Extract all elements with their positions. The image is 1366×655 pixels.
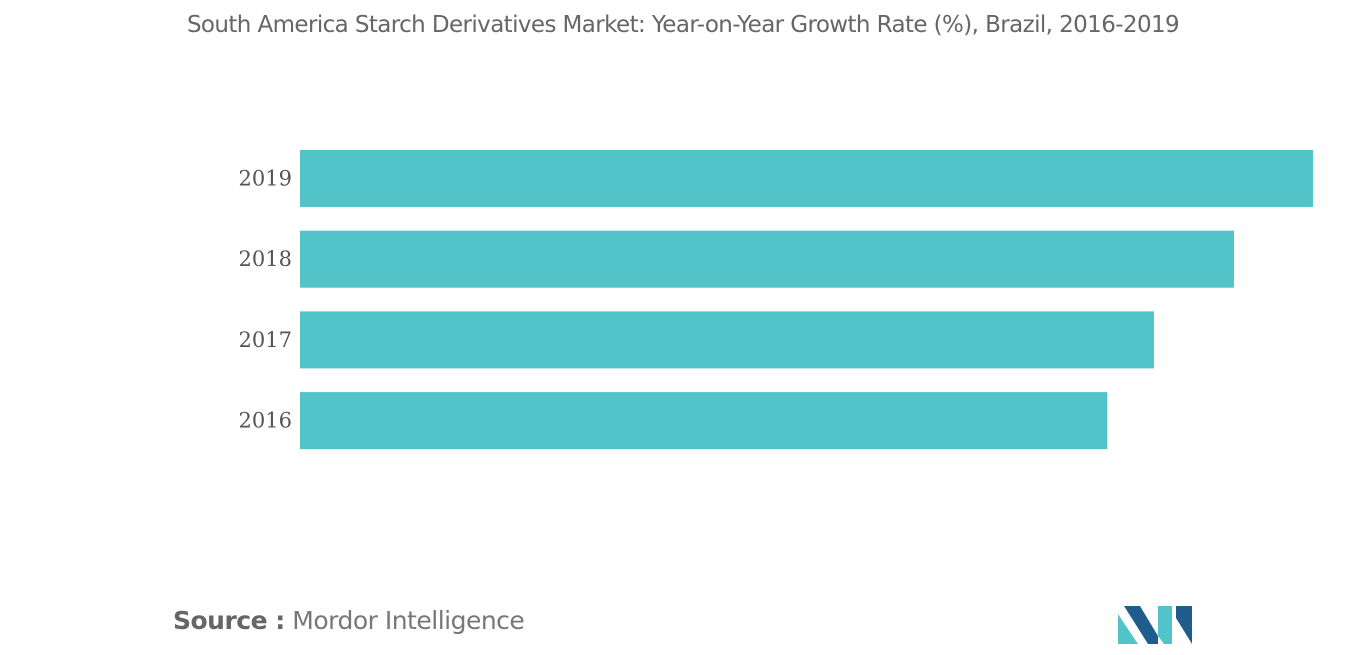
category-label-2019: 2019 <box>239 167 292 191</box>
chart-title: South America Starch Derivatives Market:… <box>186 12 1180 38</box>
bar-2018 <box>300 230 1234 288</box>
category-label-2018: 2018 <box>239 247 292 271</box>
source-value: Mordor Intelligence <box>292 606 525 635</box>
bar-2019 <box>300 150 1313 207</box>
bar-2017 <box>300 311 1154 369</box>
logo-shape-right <box>1158 606 1172 644</box>
category-label-2016: 2016 <box>239 409 292 433</box>
bar-chart: 2019 2018 2017 2016 <box>239 150 1313 450</box>
category-label-2017: 2017 <box>239 328 292 352</box>
source-note: Source : Mordor Intelligence <box>173 606 525 635</box>
source-label: Source : <box>173 606 285 635</box>
bars-group <box>300 150 1313 450</box>
bar-2016 <box>300 392 1108 450</box>
logo-shape-far-right <box>1176 606 1192 644</box>
logo-shape-left <box>1118 614 1138 644</box>
mordor-intelligence-logo <box>1118 606 1192 644</box>
category-labels-group: 2019 2018 2017 2016 <box>239 167 292 433</box>
logo-shape-middle <box>1124 606 1158 644</box>
